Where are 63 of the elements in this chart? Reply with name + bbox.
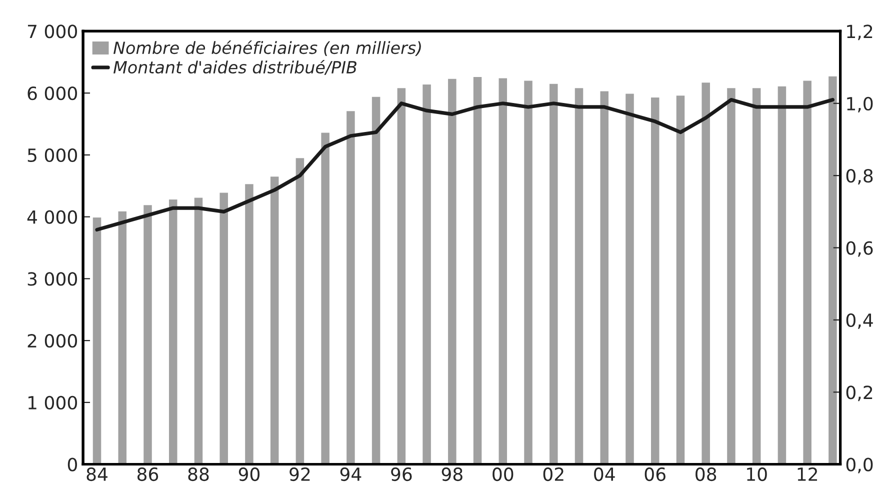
bar [548, 82, 560, 464]
legend-label: Nombre de bénéficiaires (en milliers) [113, 40, 421, 56]
bar [802, 79, 813, 464]
bar [827, 75, 838, 464]
bar [674, 94, 686, 464]
x-tick-label: 98 [442, 467, 462, 482]
x-tick-label: 86 [137, 467, 158, 482]
bar [446, 78, 458, 464]
y2-tick-label: 1,0 [847, 96, 873, 112]
y2-tick-label: 0,4 [846, 313, 873, 329]
bar [370, 95, 382, 464]
bar [751, 86, 762, 464]
y-tick-label: 6 000 [28, 86, 77, 100]
x-tick-label: 88 [188, 467, 209, 482]
bar [573, 86, 585, 464]
bar [522, 79, 534, 464]
bar [294, 156, 306, 464]
y-tick-label: 4 000 [27, 210, 77, 224]
y2-tick-label: 0,6 [846, 241, 873, 257]
y2-tick-label: 1,2 [847, 24, 872, 40]
legend-label: Montant d'aides distribué/PIB [113, 60, 356, 75]
y2-tick-label: 0,2 [846, 386, 872, 402]
y2-tick-label: 0,0 [846, 458, 873, 474]
x-tick-label: 04 [594, 467, 615, 482]
bar [624, 92, 636, 464]
x-tick-label: 94 [340, 467, 362, 482]
x-tick-label: 10 [747, 467, 767, 482]
y2-tick-label: 0,8 [846, 169, 873, 185]
y-tick-label: 5 000 [28, 148, 77, 162]
y-tick-label: 0 [68, 458, 77, 472]
bar [396, 86, 407, 464]
bar [91, 216, 103, 464]
y-tick-label: 7 000 [28, 24, 77, 38]
y-tick-label: 1 000 [28, 396, 77, 410]
bar [472, 76, 484, 464]
bar [421, 83, 432, 464]
line-series [95, 98, 835, 232]
bar [598, 90, 610, 464]
bar [700, 81, 712, 464]
bar [726, 86, 737, 464]
x-tick-label: 84 [86, 467, 108, 482]
bar [776, 84, 788, 464]
bar [269, 175, 280, 464]
x-tick-label: 02 [543, 467, 564, 482]
y-tick-label: 3 000 [28, 272, 77, 286]
x-tick-label: 90 [238, 467, 260, 482]
bar [142, 204, 154, 464]
bar [244, 182, 255, 464]
bar [168, 198, 179, 464]
bar [192, 196, 204, 464]
x-tick-label: 92 [290, 467, 310, 482]
x-tick-label: 06 [644, 467, 666, 482]
x-tick-label: 96 [391, 467, 412, 482]
x-tick-label: 12 [798, 467, 818, 481]
bar [218, 191, 230, 464]
bar [320, 131, 331, 464]
bar [345, 110, 356, 464]
bar [497, 76, 508, 464]
bar [650, 96, 661, 464]
bar [116, 210, 128, 464]
x-tick-label: 00 [492, 467, 514, 482]
y-tick-label: 2 000 [28, 334, 77, 348]
x-tick-label: 08 [696, 467, 716, 482]
